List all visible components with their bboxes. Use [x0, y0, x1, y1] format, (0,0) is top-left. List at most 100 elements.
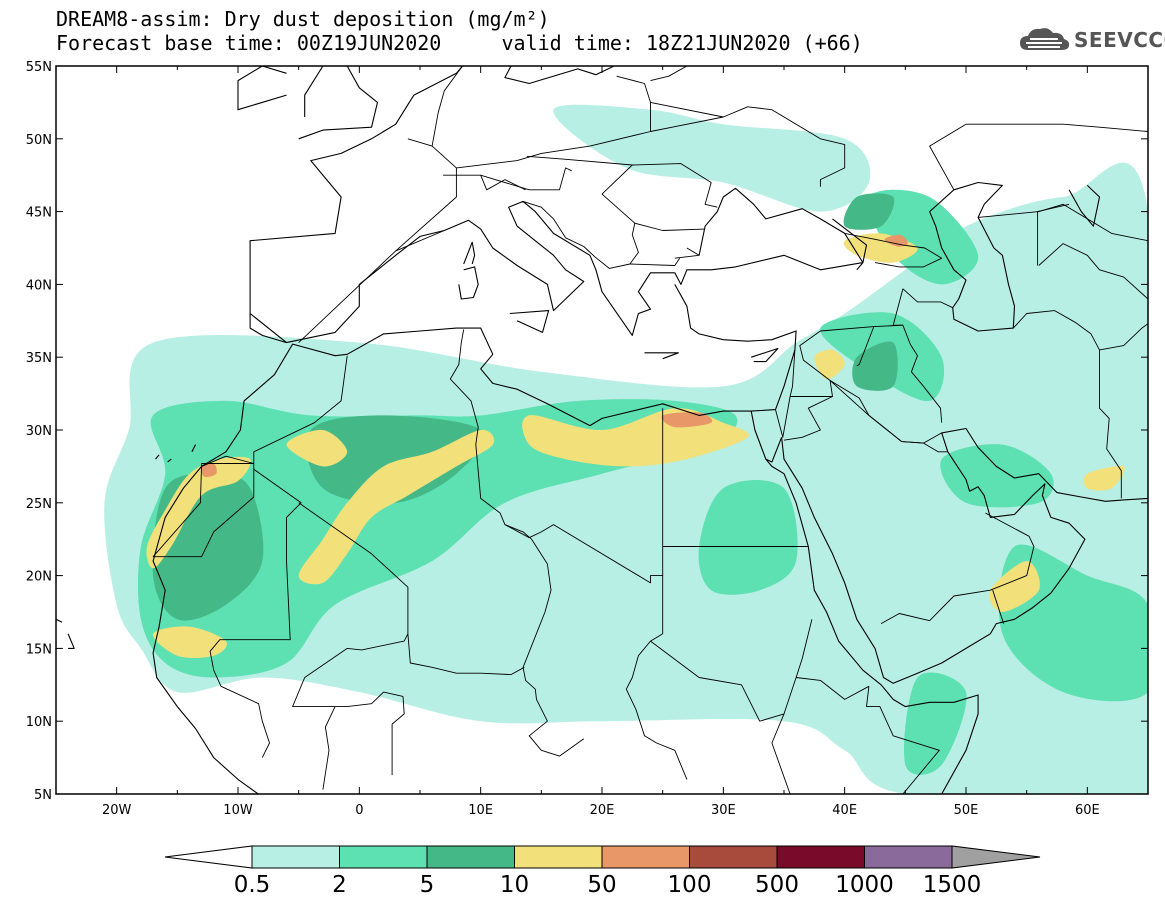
colorbar-label: 5 [419, 872, 435, 898]
coastline [298, 66, 379, 140]
lat-tick-label: 40N [26, 278, 52, 293]
coastline [929, 181, 1016, 332]
coastline [249, 187, 864, 344]
coastline [463, 241, 476, 265]
lon-tick-label: 10W [223, 803, 253, 818]
colorbar-label: 1500 [922, 872, 982, 898]
lon-tick-label: 20E [590, 803, 615, 818]
country-border [902, 325, 943, 423]
country-border [978, 203, 1148, 242]
lat-tick-label: 5N [34, 788, 52, 803]
colorbar-label: 50 [587, 872, 617, 898]
colorbar-box [601, 845, 690, 869]
country-border [866, 686, 940, 794]
dust-zone-level-4 [200, 463, 217, 477]
coastline [249, 66, 463, 314]
colorbar-box [339, 845, 428, 869]
dust-zone-level-3 [814, 349, 845, 380]
dust-zone-level-1 [940, 444, 1054, 508]
country-border [929, 512, 1035, 622]
dust-zone-level-0 [553, 104, 871, 212]
map-title: DREAM8-assim: Dry dust deposition (mg/m²… [56, 7, 550, 31]
country-border [902, 288, 953, 309]
country-border [407, 633, 525, 676]
seevccc-logo: SEEVCCC [1018, 24, 1165, 54]
dust-zone-level-1 [867, 189, 979, 285]
country-border [526, 155, 718, 208]
colorbar-label: 10 [499, 872, 530, 898]
lon-tick-label: 40E [832, 803, 857, 818]
country-border [650, 66, 688, 82]
lon-tick-label: 50E [954, 803, 979, 818]
country-border [391, 696, 405, 776]
country-border [298, 230, 445, 343]
dust-zone-level-3 [298, 429, 495, 585]
colorbar-box [426, 845, 515, 869]
country-border [480, 167, 572, 191]
country-border [1038, 243, 1148, 300]
country-border [625, 575, 688, 780]
country-border [443, 174, 526, 191]
country-border [923, 442, 948, 453]
coastline [56, 618, 63, 623]
coastline [832, 218, 868, 271]
colorbar-label: 2 [332, 872, 347, 898]
coastline [249, 313, 287, 344]
dust-zone-level-3 [146, 456, 251, 569]
country-border [395, 138, 457, 252]
colorbar-box [776, 845, 865, 869]
country-border [522, 164, 639, 269]
coastline [237, 66, 287, 111]
country-border [449, 329, 664, 584]
colorbar-label: 100 [667, 872, 712, 898]
dust-zone-level-2 [306, 415, 485, 504]
country-border [456, 75, 651, 169]
country-border [504, 524, 585, 757]
colorbar-box [864, 845, 953, 869]
country-border [152, 463, 255, 558]
colorbar-over-arrow [951, 845, 1041, 869]
dust-zone-level-4 [661, 412, 713, 428]
lat-tick-label: 55N [26, 60, 52, 75]
colorbar-label: 1000 [835, 872, 894, 898]
lon-tick-label: 60E [1075, 803, 1100, 818]
country-border [929, 123, 1148, 191]
country-border [431, 66, 463, 147]
colorbar [164, 845, 1041, 869]
country-border [856, 326, 875, 367]
coastline [67, 633, 75, 649]
country-border [650, 619, 813, 722]
colorbar-box [689, 845, 778, 869]
lat-tick-label: 50N [26, 133, 52, 148]
coastline [191, 444, 196, 453]
country-border [844, 232, 943, 268]
coastline [152, 284, 797, 794]
colorbar-box [251, 845, 340, 869]
dust-zone-level-3 [1083, 465, 1125, 491]
lat-tick-label: 25N [26, 497, 52, 512]
coastline [644, 352, 679, 360]
dust-zone-level-3 [286, 429, 348, 467]
lat-tick-label: 10N [26, 715, 52, 730]
lon-tick-label: 20W [102, 803, 132, 818]
country-border [880, 613, 930, 624]
country-borders [152, 66, 1148, 794]
country-border [992, 590, 1005, 624]
country-border [771, 713, 791, 794]
coastline [765, 437, 783, 463]
dust-zone-level-4 [884, 234, 908, 247]
forecast-time-line: Forecast base time: 00Z19JUN2020 valid t… [56, 31, 863, 55]
axis-ticks: 55N 50N 45N 40N 35N 30N 25N 20N 15N 10N 5N 20W 10W 0 1… [26, 60, 1148, 818]
country-border [629, 257, 681, 266]
country-border [674, 247, 700, 259]
country-border [292, 502, 409, 708]
coastline [751, 347, 779, 363]
lon-tick-label: 0 [355, 803, 363, 818]
country-border [634, 222, 706, 231]
coastline [781, 427, 1148, 684]
dust-zone-level-2 [843, 193, 895, 230]
coastline [167, 458, 172, 463]
lat-tick-label: 30N [26, 424, 52, 439]
country-border [892, 288, 904, 326]
